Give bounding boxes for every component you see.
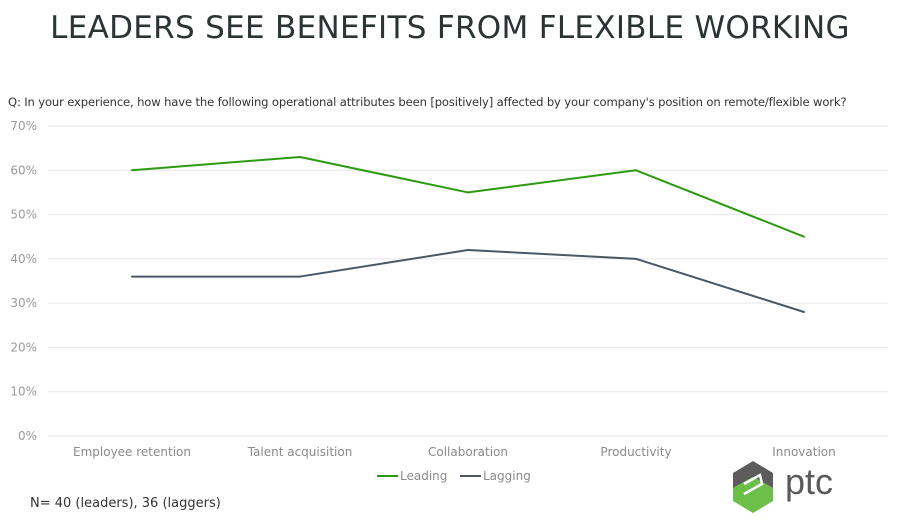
y-tick-label: 20% <box>10 340 37 354</box>
y-tick-label: 40% <box>10 252 37 266</box>
y-tick-label: 10% <box>10 385 37 399</box>
data-point-lagging <box>635 257 637 260</box>
x-category-label: Collaboration <box>428 445 508 459</box>
data-point-lagging <box>131 275 133 278</box>
x-category-label: Innovation <box>772 445 836 459</box>
x-category-label: Talent acquisition <box>247 445 353 459</box>
data-point-lagging <box>467 249 469 251</box>
survey-question: Q: In your experience, how have the foll… <box>8 95 847 109</box>
y-tick-label: 30% <box>10 296 37 310</box>
legend: Leading Lagging <box>377 469 531 483</box>
data-point-lagging <box>299 275 301 278</box>
data-point-leading <box>635 169 637 172</box>
y-tick-label: 50% <box>10 208 37 222</box>
sample-size-footnote: N= 40 (leaders), 36 (laggers) <box>30 496 221 511</box>
x-category-label: Productivity <box>600 445 671 459</box>
ptc-logo: ptc <box>733 461 833 513</box>
x-category-label: Employee retention <box>73 445 191 459</box>
y-tick-label: 60% <box>10 163 37 177</box>
data-point-leading <box>467 191 469 194</box>
ptc-logo-text: ptc <box>785 461 833 502</box>
data-point-leading <box>299 156 301 158</box>
chart-title: LEADERS SEE BENEFITS FROM FLEXIBLE WORKI… <box>50 10 850 46</box>
series-lines <box>131 156 805 313</box>
legend-label-lagging: Lagging <box>483 469 531 483</box>
series-line-leading <box>131 156 805 238</box>
data-point-leading <box>803 235 805 238</box>
legend-label-leading: Leading <box>400 469 447 483</box>
x-axis-categories: Employee retention Talent acquisition Coll… <box>73 445 836 459</box>
ptc-hexagon-icon <box>733 461 773 513</box>
data-point-lagging <box>803 311 805 313</box>
y-tick-label: 0% <box>18 429 37 443</box>
y-tick-label: 70% <box>10 119 37 133</box>
gridlines <box>48 125 888 437</box>
data-point-leading <box>131 169 133 172</box>
y-axis-ticks: 0% 10% 20% 30% 40% 50% 60% 70% <box>10 119 37 443</box>
